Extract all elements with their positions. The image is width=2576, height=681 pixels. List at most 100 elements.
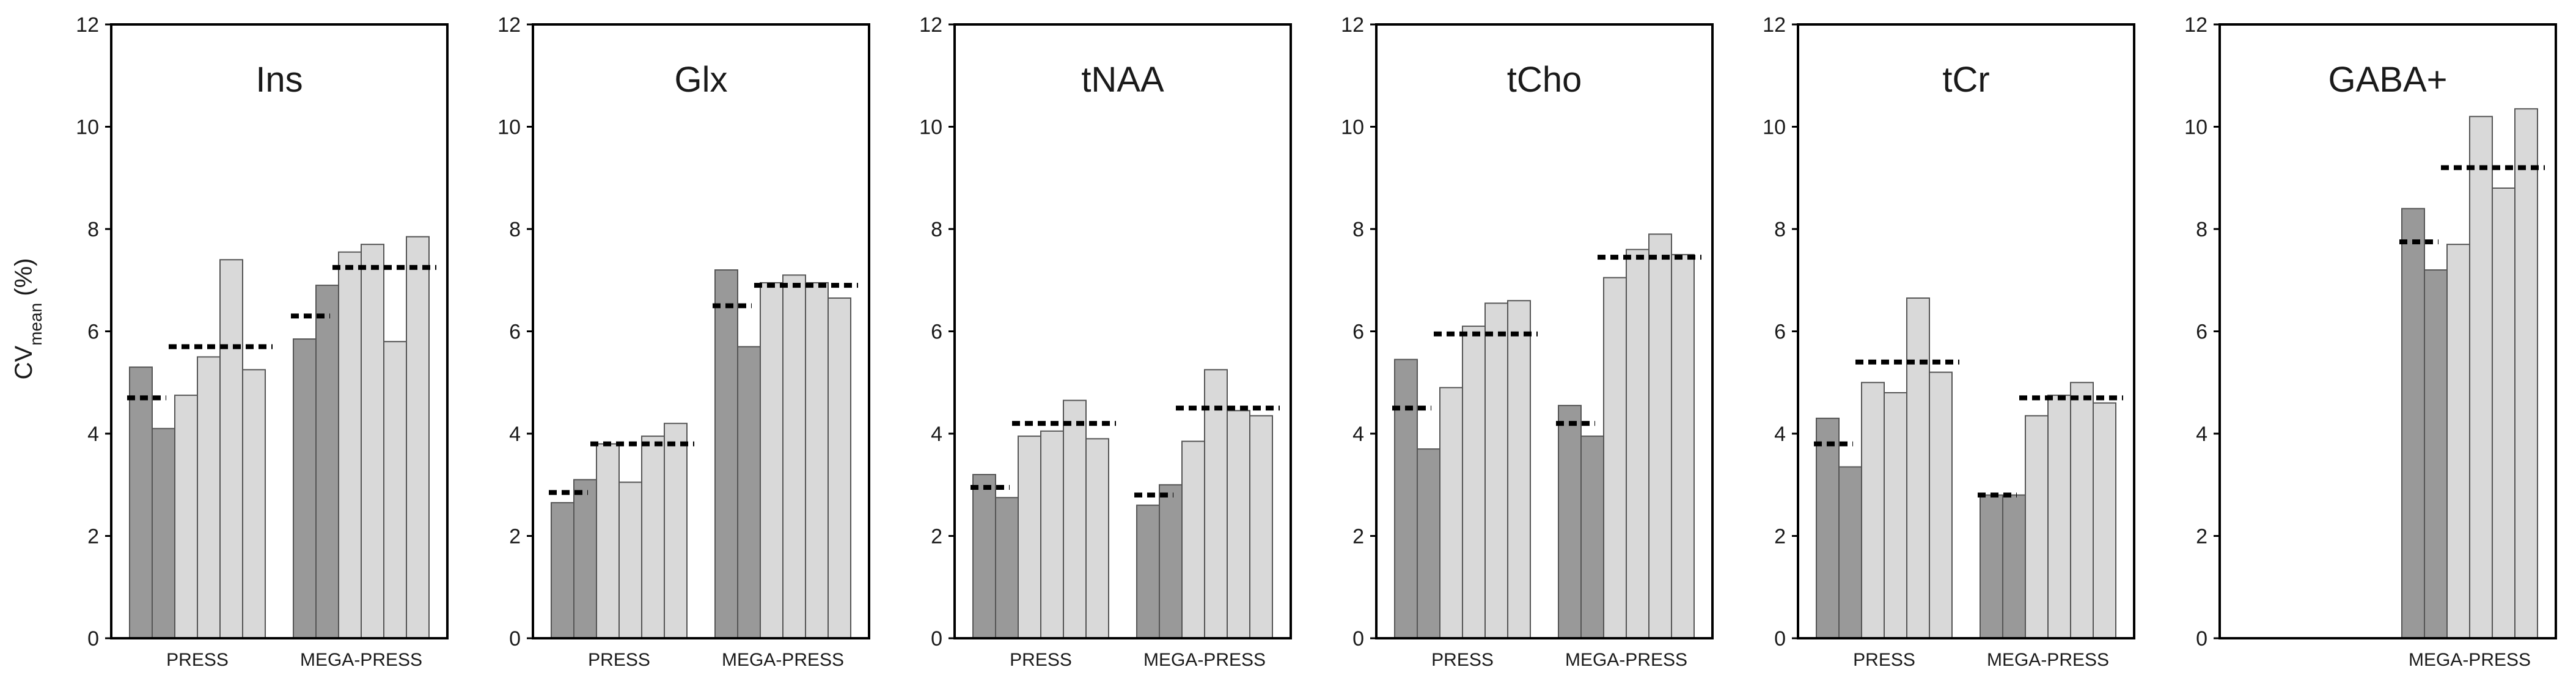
panel-1-ytick-label-3: 6 [87, 321, 99, 344]
panel-1: 0 2 4 6 8 10 12 PRESS MEGA-PRESS Ins [76, 13, 449, 670]
panel-1-bar-2-6 [406, 236, 430, 639]
panel-4-bar-1-3 [1439, 387, 1463, 639]
panel-1-bar-2-2 [315, 285, 339, 639]
panel-1-group-label-2: MEGA-PRESS [300, 650, 422, 670]
panel-3-bar-2-3 [1181, 440, 1205, 639]
panel-3-ytick-label-6: 12 [919, 13, 942, 37]
panel-1-frame [110, 23, 449, 639]
panel-4-bar-1-2 [1417, 448, 1440, 639]
panel-4-group-label-2: MEGA-PRESS [1565, 650, 1687, 670]
panel-3-bar-2-1 [1136, 504, 1160, 639]
panel-4-bar-1-6 [1507, 300, 1531, 639]
panel-2-bar-1-5 [641, 435, 665, 639]
panel-2-bar-2-6 [827, 297, 851, 639]
panel-4-title: tCho [1507, 60, 1582, 100]
panel-3-group-label-1: PRESS [1010, 650, 1072, 670]
panel-4-frame [1375, 23, 1714, 639]
panel-4-ytick-label-3: 6 [1352, 321, 1364, 344]
panel-4-bar-1-1 [1394, 359, 1418, 639]
panel-2-bar-1-6 [664, 423, 688, 639]
panel-2-group-label-2: MEGA-PRESS [722, 650, 844, 670]
panel-6-group-label-2: MEGA-PRESS [2409, 650, 2531, 670]
panel-3-bar-1-5 [1063, 399, 1087, 639]
panel-1-ytick-label-2: 4 [87, 423, 99, 446]
panel-4: 0 2 4 6 8 10 12 PRESS MEGA-PRESS tCho [1341, 13, 1714, 670]
panel-5-bar-2-2 [2002, 494, 2026, 639]
panel-5-bar-2-3 [2025, 415, 2049, 639]
panel-1-group-label-1: PRESS [166, 650, 229, 670]
panel-6-bar-2-1 [2401, 208, 2425, 639]
panel-4-bar-1-4 [1462, 326, 1486, 639]
panel-4-bar-2-5 [1648, 233, 1672, 639]
panel-1-bar-2-4 [361, 244, 384, 639]
panel-4-bar-2-6 [1671, 253, 1695, 639]
panel-2-bar-2-2 [737, 346, 761, 639]
panel-3: 0 2 4 6 8 10 12 PRESS MEGA-PRESS tNAA [919, 13, 1292, 670]
panel-1-bar-1-2 [152, 428, 175, 639]
panel-2-ytick-label-6: 12 [497, 13, 521, 37]
panel-2: 0 2 4 6 8 10 12 PRESS MEGA-PRESS Glx [497, 13, 870, 670]
panel-4-bar-2-4 [1626, 249, 1649, 639]
panel-3-frame [953, 23, 1292, 639]
panel-3-bar-2-4 [1204, 369, 1228, 639]
panel-1-ytick-label-4: 8 [87, 218, 99, 241]
panel-1-bar-1-3 [174, 395, 198, 639]
panel-2-ytick-label-5: 10 [497, 116, 521, 139]
panels: 0 2 4 6 8 10 12 PRESS MEGA-PRESS Ins 0 2 4 6 8 10 12 PRES… [76, 13, 2557, 670]
panel-5-bar-1-5 [1906, 297, 1930, 639]
panel-3-ytick-label-4: 8 [931, 218, 942, 241]
panel-3-title: tNAA [1081, 60, 1164, 100]
panel-2-bar-2-4 [782, 274, 806, 639]
panel-3-ytick-label-1: 2 [931, 525, 942, 548]
panel-6: 0 2 4 6 8 10 12 MEGA-PRESS GABA+ [2184, 13, 2557, 670]
panel-3-bar-1-4 [1040, 430, 1064, 639]
panel-2-bar-1-4 [618, 481, 642, 639]
panel-5-ytick-label-4: 8 [1774, 218, 1786, 241]
panel-3-bar-1-1 [972, 474, 996, 639]
panel-5-bar-2-1 [1980, 494, 2003, 639]
panel-4-bar-2-2 [1580, 435, 1604, 639]
panel-3-bar-2-2 [1159, 484, 1183, 639]
panel-6-bar-2-6 [2514, 108, 2538, 639]
panel-4-bar-2-3 [1603, 277, 1627, 639]
panel-5-ytick-label-2: 4 [1774, 423, 1786, 446]
panel-4-ytick-label-4: 8 [1352, 218, 1364, 241]
panel-5-ytick-label-3: 6 [1774, 321, 1786, 344]
panel-6-ytick-label-5: 10 [2184, 116, 2207, 139]
panel-4-ytick-label-1: 2 [1352, 525, 1364, 548]
panel-6-bar-2-2 [2424, 269, 2448, 639]
panel-1-ytick-label-1: 2 [87, 525, 99, 548]
panel-5-frame [1797, 23, 2135, 639]
panel-4-ytick-label-5: 10 [1341, 116, 1364, 139]
panel-6-bar-2-5 [2492, 188, 2515, 639]
panel-2-bar-2-5 [805, 282, 829, 639]
panel-5-bar-1-3 [1861, 382, 1885, 639]
panel-5-ytick-label-6: 12 [1763, 13, 1786, 37]
panel-1-bar-1-5 [219, 259, 243, 639]
panel-5-ytick-label-1: 2 [1774, 525, 1786, 548]
panel-1-bar-1-6 [242, 369, 266, 639]
panel-3-bar-1-6 [1085, 438, 1109, 639]
panel-1-bar-2-1 [293, 338, 317, 639]
y-axis-label: CVmean (%) [10, 258, 45, 380]
panel-3-ytick-label-2: 4 [931, 423, 942, 446]
panel-5-title: tCr [1942, 60, 1989, 100]
panel-3-ytick-label-5: 10 [919, 116, 942, 139]
panel-1-ytick-label-0: 0 [87, 627, 99, 650]
panel-4-group-label-1: PRESS [1431, 650, 1494, 670]
panel-4-bar-1-5 [1484, 302, 1508, 639]
panel-2-group-label-1: PRESS [588, 650, 650, 670]
panel-3-group-label-2: MEGA-PRESS [1143, 650, 1266, 670]
panel-6-frame [2218, 23, 2557, 639]
panel-6-ytick-label-6: 12 [2184, 13, 2207, 37]
panel-3-bar-1-2 [995, 497, 1019, 639]
panel-5: 0 2 4 6 8 10 12 PRESS MEGA-PRESS tCr [1763, 13, 2135, 670]
panel-2-title: Glx [675, 60, 728, 100]
panel-5-bar-2-4 [2047, 395, 2071, 639]
panel-1-ytick-label-6: 12 [76, 13, 99, 37]
panel-1-bar-1-4 [197, 356, 221, 639]
panel-5-group-label-1: PRESS [1853, 650, 1915, 670]
panel-2-ytick-label-0: 0 [509, 627, 521, 650]
panel-3-bar-1-3 [1018, 435, 1041, 639]
